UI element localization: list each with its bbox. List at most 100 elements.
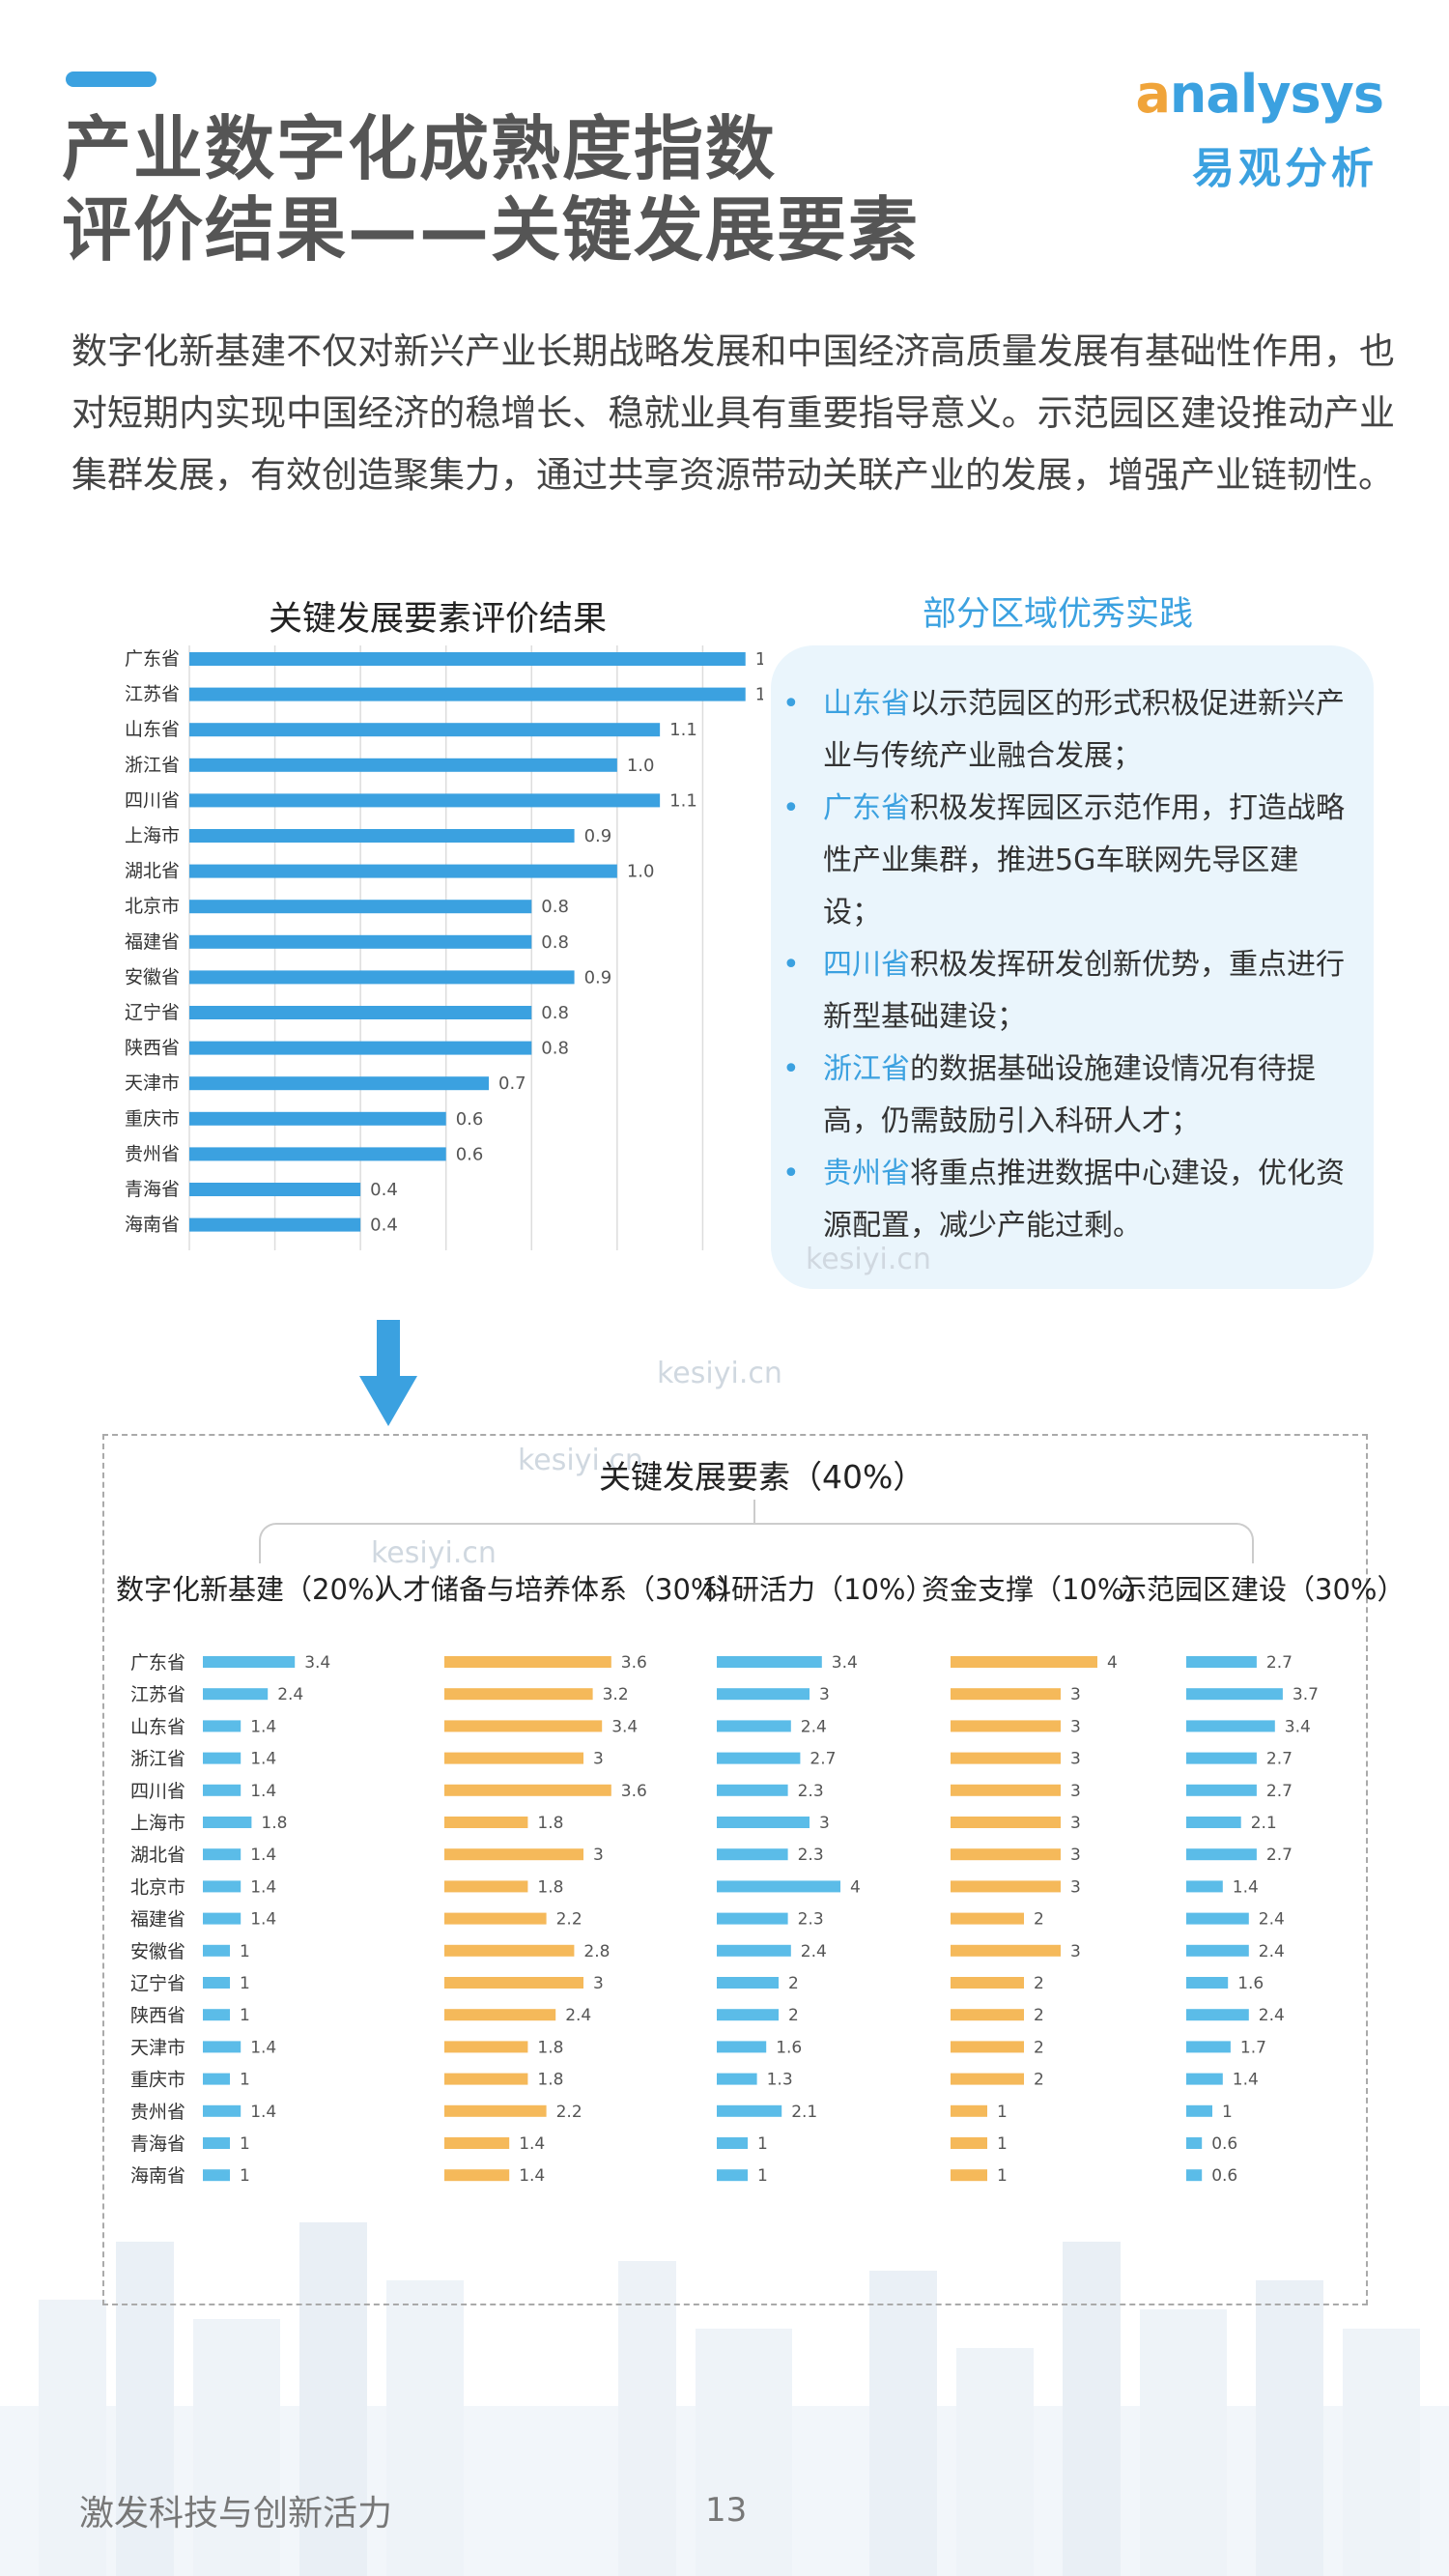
bullet-icon: •	[782, 1157, 800, 1190]
practice-item: • 山东省以示范园区的形式积极促进新兴产业与传统产业融合发展；	[782, 678, 1354, 783]
bar	[1186, 2137, 1203, 2149]
bar	[189, 934, 532, 949]
bar	[1186, 1977, 1229, 1989]
bar	[951, 2169, 987, 2182]
data-label: 1.4	[519, 2134, 545, 2154]
bar	[203, 2041, 242, 2053]
bar	[717, 1912, 788, 1925]
category-label: 北京市	[130, 1876, 185, 1898]
data-label: 1	[240, 2166, 250, 2186]
data-label: 0.6	[1211, 2166, 1237, 2186]
data-label: 1.6	[1237, 1974, 1264, 1993]
bar	[951, 1720, 1061, 1732]
bar	[203, 1848, 242, 1861]
data-label: 1.4	[250, 1910, 276, 1930]
bar	[189, 1183, 361, 1196]
bar	[189, 970, 575, 985]
bar	[444, 2009, 556, 2021]
category-label: 湖北省	[125, 861, 180, 882]
practice-text: 以示范园区的形式积极促进新兴产业与传统产业融合发展；	[823, 687, 1345, 773]
category-label: 上海市	[130, 1813, 185, 1834]
bar	[444, 1817, 528, 1828]
category-label: 陕西省	[125, 1038, 180, 1059]
bar	[189, 1147, 446, 1161]
bar	[951, 2009, 1024, 2021]
bar	[444, 1944, 575, 1957]
data-label: 0.4	[370, 1180, 398, 1200]
category-label: 福建省	[130, 1909, 185, 1931]
data-label: 1.4	[1233, 2071, 1259, 2090]
practice-text: 积极发挥园区示范作用，打造战略性产业集群，推进5G车联网先导区建设；	[823, 791, 1345, 930]
bar	[203, 1656, 296, 1668]
category-label: 北京市	[125, 896, 180, 917]
bar	[444, 1752, 583, 1764]
bar	[951, 2104, 987, 2117]
bar	[717, 1880, 840, 1893]
bar	[1186, 2041, 1231, 2053]
data-label: 2	[788, 2006, 799, 2025]
bar	[203, 1784, 242, 1796]
data-label: 1.3	[767, 2071, 793, 2090]
practice-item: • 四川省积极发挥研发创新优势，重点进行新型基础建设；	[782, 939, 1354, 1044]
category-label: 安徽省	[130, 1941, 185, 1962]
data-label: 2.4	[1259, 1942, 1285, 1961]
bar	[189, 758, 617, 772]
bar	[1186, 1817, 1241, 1828]
data-label: 2.4	[801, 1717, 827, 1736]
category-label: 天津市	[130, 2037, 185, 2058]
data-label: 2.4	[1259, 2006, 1285, 2025]
bar	[189, 1041, 532, 1055]
logo-rest: nalysys	[1169, 64, 1384, 125]
data-label: 2	[1034, 1974, 1044, 1993]
data-label: 1.8	[537, 2071, 563, 2090]
bar	[717, 1752, 801, 1764]
breakdown-panel	[102, 1434, 1368, 2305]
data-label: 1	[240, 2071, 250, 2090]
bar	[444, 2137, 510, 2149]
data-label: 3	[593, 1846, 604, 1865]
data-label: 1.4	[250, 2038, 276, 2057]
bar	[717, 2104, 782, 2117]
bar	[1186, 2009, 1249, 2021]
data-label: 1	[240, 1974, 250, 1993]
data-label: 1	[240, 2006, 250, 2025]
bar	[717, 1848, 788, 1861]
practice-text: 的数据基础设施建设情况有待提高，仍需鼓励引入科研人才；	[823, 1052, 1316, 1138]
data-label: 0.7	[498, 1073, 526, 1094]
category-label: 青海省	[130, 2133, 185, 2155]
data-label: 0.8	[541, 1003, 569, 1023]
sub-chart-label: 数字化新基建（20%）	[116, 1573, 403, 1606]
main-chart-title: 关键发展要素评价结果	[269, 600, 608, 639]
data-label: 0.8	[541, 1039, 569, 1059]
data-label: 1.7	[1240, 2038, 1266, 2057]
sub-chart-label: 人才储备与培养体系（30%）	[375, 1573, 746, 1606]
bar	[444, 1880, 528, 1893]
data-label: 4	[850, 1877, 861, 1897]
bar	[951, 2041, 1024, 2053]
practice-text: 积极发挥研发创新优势，重点进行新型基础建设；	[823, 948, 1345, 1034]
data-label: 3.4	[1285, 1717, 1311, 1736]
data-label: 1.4	[250, 1877, 276, 1897]
category-label: 重庆市	[130, 2070, 185, 2091]
bar	[189, 793, 661, 808]
bar	[203, 2137, 230, 2149]
data-label: 1.4	[250, 1717, 276, 1736]
bar	[951, 1848, 1061, 1861]
bar	[189, 900, 532, 914]
data-label: 3	[1070, 1877, 1081, 1897]
bar	[717, 2137, 748, 2149]
data-label: 3	[1070, 1942, 1081, 1961]
bar	[951, 1656, 1097, 1668]
data-label: 0.9	[584, 967, 612, 987]
bar	[1186, 1848, 1257, 1861]
bar	[203, 1977, 230, 1989]
bar	[1186, 2073, 1223, 2085]
data-label: 1	[240, 2134, 250, 2154]
data-label: 1.4	[250, 1846, 276, 1865]
data-label: 1.8	[537, 1877, 563, 1897]
bar	[1186, 1688, 1283, 1701]
category-label: 湖北省	[130, 1845, 185, 1866]
bullet-icon: •	[782, 687, 800, 721]
data-label: 1	[240, 1942, 250, 1961]
data-label: 1.4	[250, 1750, 276, 1769]
